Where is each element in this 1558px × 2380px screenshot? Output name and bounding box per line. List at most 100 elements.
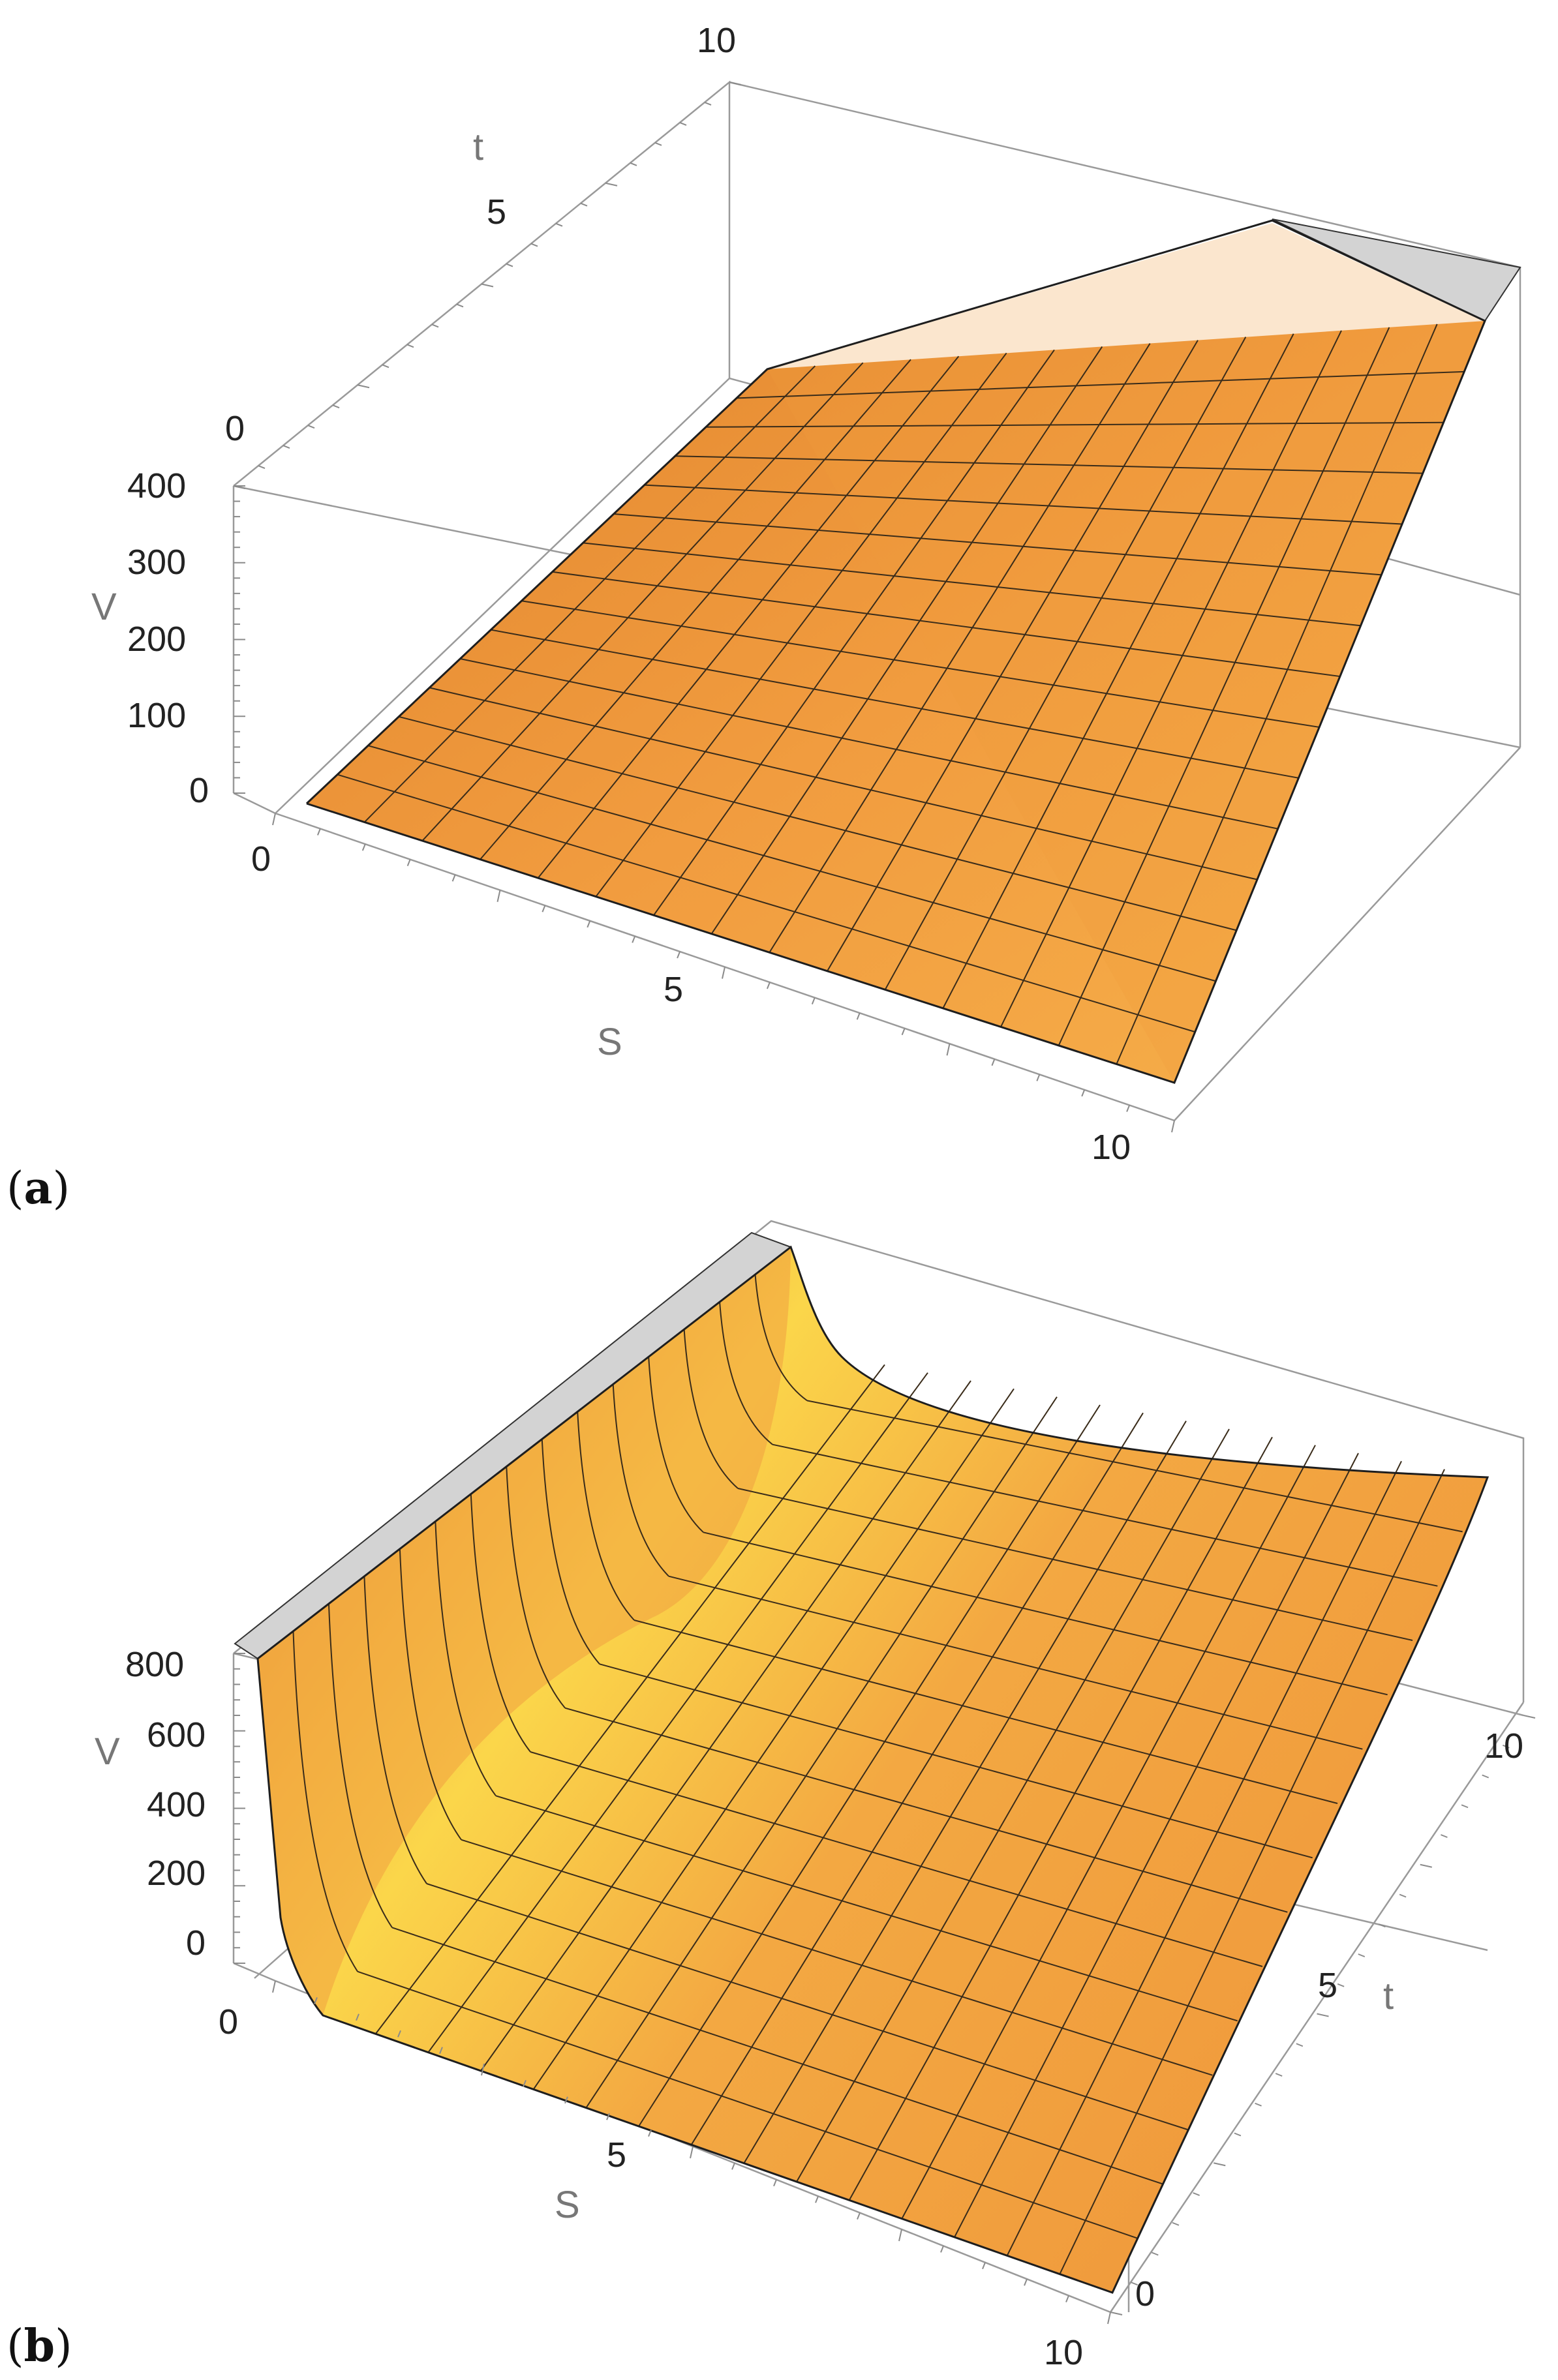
- panel-b-mesh-line-s: [796, 1428, 1230, 2182]
- panel-b-x-tickmark: [815, 2195, 819, 2203]
- panel-b-x-tickmark: [940, 2246, 944, 2253]
- panel-b-mesh-line-t: [357, 1970, 1138, 2239]
- panel-b-x-tickmark: [1024, 2278, 1028, 2286]
- panel-b-mesh-line-t: [391, 1927, 1163, 2185]
- panel-a-y-tickmark: [307, 425, 315, 429]
- panel-b-x-tickmark: [1065, 2295, 1069, 2302]
- panel-b-x-ticks: 0 5 10: [219, 2002, 1083, 2372]
- panel-b-x-tickmark: [982, 2262, 986, 2270]
- panel-b-y-tickmark: [1441, 1834, 1448, 1838]
- panel-a-x-tickmark: [316, 828, 321, 836]
- panel-b-wall-line: [577, 1411, 635, 1621]
- panel-b-x-tickmark: [564, 2096, 568, 2104]
- panel-a-x-tickmark: [856, 1012, 861, 1020]
- panel-a-y-tick-0: 0: [225, 409, 245, 448]
- panel-b-mesh-line-t: [703, 1531, 1388, 1696]
- panel-b-y-tickmark: [1296, 2043, 1304, 2047]
- panel-a-mesh-line-t: [675, 455, 1423, 474]
- panel-a-mesh-line-t: [367, 745, 1216, 982]
- panel-a-y-tickmark: [233, 485, 246, 489]
- panel-a-mesh-line-t: [613, 513, 1382, 576]
- panel-a-mesh-line-t: [337, 774, 1196, 1033]
- panel-a-mesh-line-t: [429, 687, 1258, 881]
- panel-a-mesh-line-s: [710, 346, 1103, 935]
- panel-a-mesh-line-t: [644, 484, 1403, 525]
- panel-a-mesh-line-t: [705, 421, 1444, 428]
- panel-a-mesh-line-s: [1000, 330, 1342, 1027]
- panel-b-label: (b): [7, 2320, 72, 2372]
- panel-b-z-tick-800: 800: [125, 1645, 184, 1684]
- panel-a-x-tickmark: [722, 967, 726, 979]
- panel-a-y-tickmark: [605, 182, 618, 187]
- panel-b-x-tickmark: [648, 2130, 652, 2137]
- panel-b-mesh-line-t: [564, 1707, 1288, 1913]
- panel-a-x-tickmark: [542, 905, 546, 912]
- panel-a-mesh-line-s: [942, 333, 1294, 1009]
- panel-b-tickmarks: [234, 1653, 1536, 2325]
- panel-b-x-tickmark: [439, 2047, 443, 2054]
- panel-b-y-tickmark: [1131, 2282, 1138, 2286]
- panel-a-x-tick-10: 10: [1092, 1128, 1131, 1167]
- panel-b-x-tickmark: [356, 2013, 359, 2021]
- panel-b-wall-line: [683, 1329, 739, 1489]
- panel-a-y-axis-label: t: [473, 126, 483, 168]
- panel-b-x-tick-0: 0: [219, 2002, 238, 2041]
- panel-a-z-tick-400: 400: [127, 466, 186, 505]
- panel-b-y-tickmark: [1523, 1715, 1536, 1719]
- panel-a-x-tickmark: [587, 920, 591, 928]
- panel-b-wall-line: [541, 1439, 600, 1664]
- panel-b-y-tickmark: [1337, 1983, 1345, 1987]
- panel-a-mesh-line-s: [1116, 324, 1438, 1064]
- panel-a-x-tickmark: [811, 997, 816, 1004]
- panel-a-mesh-line-s: [595, 352, 1007, 897]
- panel-b-z-tick-600: 600: [147, 1715, 206, 1755]
- panel-b-mesh-line-s: [585, 1396, 1058, 2109]
- panel-b-x-tickmark: [773, 2179, 777, 2187]
- panel-b-z-axis-label: V: [95, 1730, 120, 1773]
- panel-a-x-tickmark: [632, 936, 636, 943]
- panel-b-mesh-line-t: [599, 1663, 1313, 1859]
- panel-b-mesh-line-t: [634, 1619, 1338, 1804]
- panel-a-z-tick-100: 100: [127, 696, 186, 735]
- panel-b-mesh-line-t: [495, 1795, 1238, 2022]
- panel-b-plot: 800 600 400 200 0 0 5 10 0 5 10 V S t: [95, 1220, 1536, 2372]
- panel-b-mesh-line-s: [374, 1364, 885, 2034]
- panel-b-y-tickmark: [1275, 2073, 1283, 2077]
- panel-b-x-tickmark: [731, 2163, 735, 2170]
- panel-a-plot: 400 300 200 100 0 0 5 10 0 5 10 V t S: [91, 21, 1521, 1167]
- panel-b-wall-line: [292, 1631, 358, 1972]
- panel-b-y-tickmark: [1482, 1774, 1489, 1779]
- panel-b-y-tick-10: 10: [1484, 1726, 1523, 1766]
- panel-b-x-tickmark: [481, 2063, 485, 2076]
- panel-a-x-tickmark: [406, 859, 411, 867]
- panel-a-mesh-line-t: [736, 370, 1465, 399]
- panel-b-x-tickmark: [397, 2030, 401, 2038]
- panel-b-x-tickmark: [857, 2212, 861, 2220]
- panel-b-mesh-line-s: [427, 1372, 928, 2053]
- panel-b-y-axis-label: t: [1383, 1975, 1394, 2017]
- panel-a-x-tickmark: [1081, 1089, 1086, 1097]
- panel-a-z-ticks: 400 300 200 100 0: [127, 466, 209, 810]
- panel-b-mesh-line-s: [532, 1388, 1015, 2090]
- panel-b-mesh-line-s: [638, 1404, 1101, 2127]
- panel-a-label: (a): [7, 1162, 70, 1214]
- panel-b-y-tickmark: [1461, 1804, 1469, 1809]
- panel-b-x-tickmark: [272, 1980, 276, 1993]
- panel-a-x-tickmark: [451, 874, 456, 882]
- panel-a-y-tick-5: 5: [487, 192, 506, 232]
- panel-a-mesh-line-t: [491, 629, 1299, 779]
- panel-a-x-ticks: 0 5 10: [251, 839, 1131, 1167]
- panel-b-y-ticks: 0 5 10: [1135, 1726, 1523, 2313]
- panel-b-x-tickmark: [690, 2146, 694, 2159]
- panel-a-mesh-line-s: [537, 355, 960, 879]
- panel-b-wall-line: [328, 1603, 393, 1928]
- panel-b-x-tick-10: 10: [1044, 2333, 1083, 2372]
- panel-a-y-tickmark: [580, 202, 588, 207]
- panel-a-mesh-line-s: [769, 343, 1151, 953]
- panel-a-x-tickmark: [1126, 1105, 1131, 1112]
- panel-b-z-tick-0: 0: [186, 1923, 206, 1963]
- panel-b-y-tickmark: [1151, 2252, 1159, 2256]
- panel-a-y-tickmark: [431, 324, 439, 328]
- panel-b-y-tickmark: [1193, 2192, 1200, 2196]
